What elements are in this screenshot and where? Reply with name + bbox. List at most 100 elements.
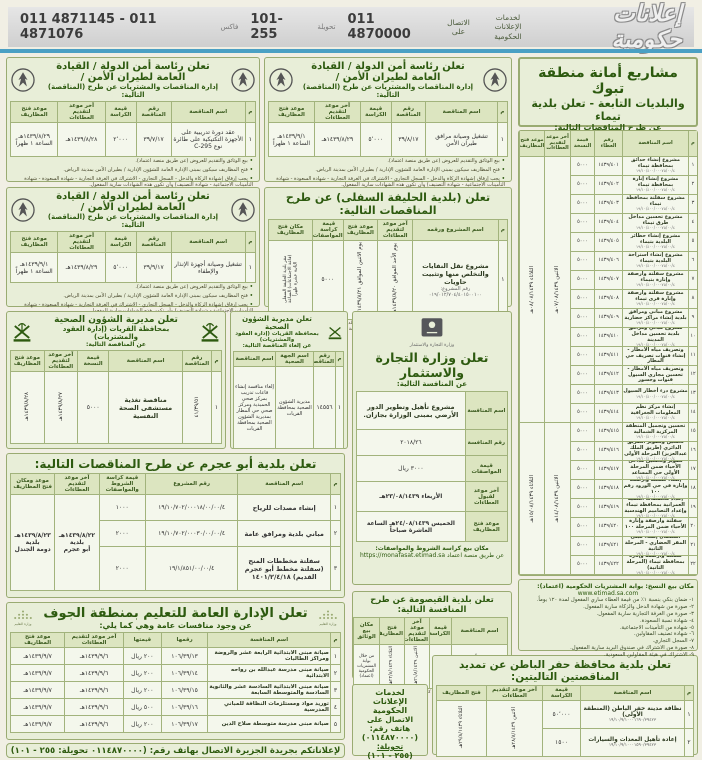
competition-number: ١٠٦/٣٩/١٣ — [160, 647, 209, 665]
tender-row: ١٥ تحسين وتجميل المنطقة المركزية الشمالي… — [570, 423, 697, 442]
tender-name: مشروع درء أخطار السيول وتصريف مياه الأمط… — [622, 366, 688, 385]
deadline-group2: الاثنين ١٤/٠٨/١٤٣٩هـ — [544, 423, 570, 575]
tender-name: مشروع إنشاء استراحة البلدية بتيماء ١٩/١٠… — [622, 252, 688, 271]
opening: ١٤٣٩/٩/٧هـ — [9, 681, 66, 699]
competition-name: صيانة مبنى الابتدائية الرابعة عشر والروض… — [207, 647, 331, 665]
box-title: تعلن بلدية محافظة حفر الباطن عن تمديد ال… — [458, 659, 672, 683]
row-index: ١ — [244, 122, 257, 157]
fax-numbers: 011 4871145 - 011 4871076 — [20, 12, 157, 42]
education-ministry-logo: وزارة التعليم — [315, 608, 341, 628]
row-index: ٨ — [688, 290, 697, 309]
row-index: ١ — [688, 157, 697, 176]
tender-name: إنشاء مركز نظم المعلومات الجغرافية ١٩/١٠… — [622, 404, 688, 423]
doc-price: ٥٠٠٠ — [570, 252, 594, 271]
opening: ١٤٣٩/٨/٢٨هـ — [10, 371, 45, 444]
opening: ١٤٣٩/٩/٧هـ — [9, 647, 66, 665]
doc-price: ٥٠٠٠ — [570, 328, 594, 347]
competition-number: ١٠٦/٣٩/١٤ — [160, 664, 209, 682]
header-divider — [0, 49, 702, 53]
tender-row: ١ مشروع إنشاء حدائق بمحافظة تيماء ١٩/١٠/… — [570, 157, 697, 176]
box-title: تعلن بلدية القيصومة عن طرح المنافسة التا… — [370, 595, 494, 615]
services-line1: لخدمات — [375, 688, 405, 697]
box-title3: عن المناقصة التالية: — [86, 341, 146, 348]
doc-price: ٣٠٠٠ ريال — [356, 455, 466, 482]
services-line2: الإعلانات الحكومية — [372, 697, 408, 715]
row-index: ١ — [329, 647, 342, 665]
tender-table: م اسم المناقصة رقم المناقصة قيمة الكراسة آخر… — [268, 101, 509, 157]
tender-row: ٣ مشروع سفلتة بمحافظة تيماء ١٩/١٠/٤٠٠/٠٠… — [570, 195, 697, 214]
etimad-link[interactable]: عن طريق منصة اعتماد https://monafasat.et… — [359, 552, 505, 559]
doc-price: ٥٠٠٠ — [570, 404, 594, 423]
doc-price: ١٥٠٠ — [542, 728, 581, 757]
deadline: ١٤٣٩/٩/٦هـ — [64, 698, 124, 716]
note-line: •يجب إرفاق (شهادة الزكاة والدخل - السجل … — [24, 175, 253, 189]
tender-name: إلغاء منافسة إنشاء قاعات تدريب بمركز صحي… — [233, 366, 276, 449]
competition-row: ٥ صيانة مبنى مدرسة متوسطة صلاح الدين ١٠٦… — [9, 715, 342, 733]
doc-price: ٢٠٠ ريال — [122, 664, 162, 682]
bid-number: ١٤٣٩/٤١٥ — [594, 423, 622, 442]
bid-number: ١٤٣٩/٤٠١ — [594, 157, 622, 176]
opening: ١٤٣٩/٩/٧هـ — [9, 698, 66, 716]
bullet-icon: • — [501, 166, 505, 173]
tender-name: نظافة مدينة حفر الباطن (المنطقة الأولى) ١… — [580, 700, 685, 729]
opening: ١٤٣٩/٩/٧هـ — [9, 664, 66, 682]
deadline-group1: الاثنين ٠٧/٠٨/١٤٣٩هـ — [544, 157, 570, 423]
falcon-icon — [268, 67, 294, 93]
row-index: ١٨ — [688, 480, 697, 499]
doc-price: ٢٠٠٠ — [98, 546, 146, 591]
tender-table: م اسم المناقصة رقم المشروع قيمة كراسة الشرو… — [9, 473, 342, 591]
competition-row: ١ صيانة مبنى الابتدائية الرابعة عشر والر… — [9, 647, 342, 665]
doc-price: ٢٠٠ ريال — [122, 647, 162, 665]
tender-row: ١٣ مشروع درء أخطار السيول ١٩/١٠/٤٠٠/٠٠٠٧… — [570, 385, 697, 404]
box-subtitle: إدارة المناقصات والمشتريات عن طرح (المنا… — [47, 213, 219, 229]
bid-number: ١٤٣٩/٤١٦ — [594, 442, 622, 461]
tender-name: مشروع إنشاء إنارة بمحافظة تيماء ١٩/١٠/٤٠… — [622, 176, 688, 195]
tabuk-rows: ١ مشروع إنشاء حدائق بمحافظة تيماء ١٩/١٠/… — [570, 157, 697, 575]
doc-price: ٥٠٠٠ — [570, 214, 594, 233]
bid-number: ١٤٣٩/٤١٩ — [594, 499, 622, 518]
bid-number: ١٤٣٩/٤٢٢ — [594, 556, 622, 575]
tender-name: مناقصة تغذية مستشفى الصحة النفسية — [108, 371, 183, 444]
tender-details-table: اسم المنافسة مشروع تأهيل وتطوير الدور الأ… — [356, 391, 509, 542]
requirement-line: ٨- صورة من الاشتراك في صندوق البريد ساري… — [570, 645, 694, 652]
services-ext: (٢٥٥ - ١٠١) — [367, 751, 413, 760]
tabuk-title-2: والبلديات التابعة - تعلن بلدية تيماء — [531, 97, 685, 123]
bid-number: ١٤٣٩/٤٠٥ — [594, 233, 622, 252]
row-index: ١٠ — [688, 328, 697, 347]
bid-number: ١٤٣٩/٤٠٤ — [594, 214, 622, 233]
tender-row: ٢٠ سفلتة وأرصفة وإنارة الأحياء ضمن المرح… — [570, 518, 697, 537]
opening: الخميس ٢٤/٠٨/١٤٣٩هـ الساعة العاشرة صباحا… — [356, 511, 466, 542]
svg-text:وزارة التعليم: وزارة التعليم — [319, 622, 336, 626]
doc-price: ٥٠٠٠ — [570, 423, 594, 442]
row-index: ٣ — [688, 195, 697, 214]
row-index: ٢ — [684, 728, 694, 757]
deadline: ١٤٣٩/٩/٦هـ — [64, 715, 124, 733]
competition-number: ١٠٦/٣٩/١٧ — [160, 715, 209, 733]
doc-price: ٥٠٬٠٠٠ — [542, 700, 581, 729]
doc-price: ٢٬٠٠٠ — [104, 122, 137, 157]
requirement-line: ١- ضمان بنكي بنسبة ١٪ من قيمة العطاء سار… — [536, 597, 694, 603]
project-number: ١٩/١٠/٧٠٢/٠٠٠١٨/٠٠/٠٠/٤ — [144, 494, 239, 521]
bid-number: ١٤٣٩/٤١٨ — [594, 480, 622, 499]
bid-number: ١٤٣٩/٤١١ — [594, 347, 622, 366]
bid-number: ١٤٣٩/٤١٠ — [594, 328, 622, 347]
bid-number: ١٤٣٩/٤٠٣ — [594, 195, 622, 214]
opening: الثلاثاء ٢٢/٨/١٤٣٩هـ — [379, 644, 405, 689]
tender-row: ٦ مشروع إنشاء استراحة البلدية بتيماء ١٩/… — [570, 252, 697, 271]
tender-name: مشروع مباني ومرافق بلدية إنشاء مراكز حضا… — [622, 309, 688, 328]
field-label: موعد فتح المظاريف — [464, 511, 509, 542]
row-index: ٧ — [688, 271, 697, 290]
field-label: رقم المنافسة — [464, 429, 509, 456]
deadline: ١٤٣٩/٨/٢٧هـ — [43, 371, 79, 444]
tabuk-title-box: مشاريع أمانة منطقة تبوك والبلديات التابع… — [518, 57, 698, 132]
bullet-icon: • — [249, 175, 253, 182]
tender-table: م رقم المناقصة اسم المناقصة قيمة النسخة آخر … — [10, 350, 223, 444]
doc-price: ٢٠٠٠ — [98, 520, 146, 547]
box-subtitle: عن وجود منافسات عامة وهي كما يلي: — [99, 621, 252, 630]
falcon-icon — [230, 67, 256, 93]
requirement-line: ٢- صورة من شهادة الدخل والزكاة سارية الم… — [583, 603, 694, 610]
box-title2: بمحافظة القريات (إدارة العقود والمشتريات… — [235, 331, 319, 343]
tender-row: ٧ مشروع سفلتة وأرصفة وإنارة بتيماء ١٩/١٠… — [570, 271, 697, 290]
opening: ١٤٣٩/٨/٢٣هـ بلدية دومة الجندل — [9, 494, 56, 591]
etimad-link[interactable]: www.etimad.sa.com — [577, 590, 639, 597]
